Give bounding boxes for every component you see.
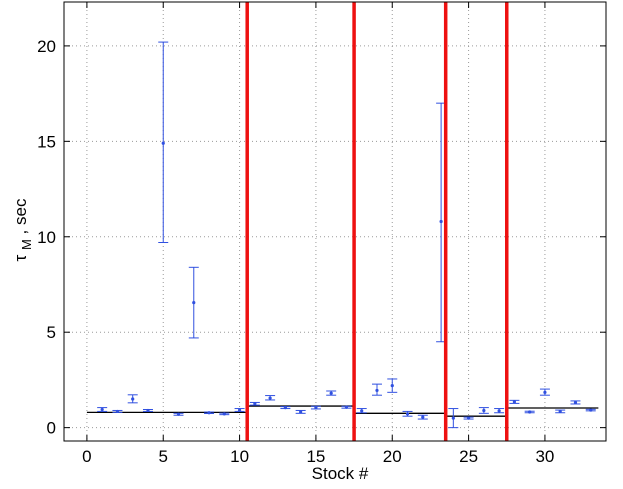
data-point (573, 400, 578, 405)
data-point (161, 141, 165, 145)
data-point (421, 415, 425, 419)
data-point-errorbar (158, 41, 169, 243)
data-point (466, 416, 471, 420)
data-point-errorbar (341, 405, 352, 409)
data-point (100, 407, 104, 412)
data-point (237, 408, 242, 412)
data-point (253, 402, 257, 406)
data-point (543, 390, 547, 394)
data-point (146, 408, 150, 413)
y-tick-label: 0 (47, 419, 56, 438)
data-point (299, 410, 303, 414)
data-point-errorbar (280, 405, 291, 410)
data-point-errorbar (249, 401, 260, 406)
data-point-errorbar (173, 412, 184, 416)
grid-layer (64, 2, 606, 441)
data-point-errorbar (234, 408, 245, 412)
y-axis-title-symbol: τ (11, 254, 30, 261)
y-axis-title-subscript: M (19, 239, 34, 250)
data-point (451, 416, 455, 420)
data-point-errorbar (585, 408, 596, 412)
data-point-errorbar (555, 409, 566, 414)
data-point (344, 405, 349, 409)
x-tick-label: 0 (82, 447, 91, 466)
data-point-errorbar (310, 405, 321, 410)
x-tick-label: 5 (159, 447, 168, 466)
data-point-errorbar (188, 266, 199, 339)
data-point-errorbar (265, 395, 276, 401)
data-point (390, 384, 394, 388)
data-point (131, 397, 135, 401)
data-point (314, 405, 318, 410)
data-point-errorbar (387, 378, 398, 393)
data-point-errorbar (371, 383, 382, 396)
data-point (375, 388, 379, 393)
data-point-errorbar (295, 409, 306, 414)
data-point-errorbar (509, 399, 520, 404)
data-point (528, 410, 532, 414)
data-point (268, 396, 272, 400)
data-point-errorbar (219, 412, 230, 416)
data-point (482, 408, 486, 413)
data-point (115, 409, 120, 414)
y-axis-title-unit: , sec (11, 198, 30, 234)
y-tick-label: 10 (37, 228, 56, 247)
x-tick-label: 25 (459, 447, 478, 466)
data-point (207, 411, 211, 415)
data-point (558, 409, 562, 414)
y-tick-label: 15 (37, 132, 56, 151)
y-ticks-layer: 0 5 10 15 20 (37, 37, 606, 438)
data-point (360, 409, 364, 413)
plot-frame (63, 1, 607, 442)
data-point-errorbar (494, 408, 505, 414)
data-point-errorbar (402, 410, 413, 417)
data-point (439, 219, 443, 224)
data-point-errorbar (127, 394, 138, 404)
x-tick-label: 20 (383, 447, 402, 466)
x-axis-title: Stock # (312, 464, 369, 483)
data-point (222, 412, 226, 416)
data-point-errorbar (463, 416, 474, 420)
data-point-errorbar (112, 409, 123, 414)
x-ticks-layer: 0 5 10 15 20 25 30 (82, 2, 554, 466)
data-point-errorbar (524, 410, 535, 414)
y-tick-label: 5 (47, 323, 56, 342)
data-point (589, 408, 593, 412)
y-tick-label: 20 (37, 37, 56, 56)
errorbar-layer (97, 41, 596, 429)
data-point (497, 409, 501, 413)
data-point (283, 405, 287, 410)
data-point-errorbar (417, 414, 428, 420)
data-point-errorbar (356, 408, 367, 414)
data-point (512, 400, 516, 404)
data-point-errorbar (142, 408, 153, 413)
data-point (405, 412, 410, 416)
y-axis-title: τ M , sec (11, 198, 35, 261)
data-point-errorbar (97, 407, 108, 412)
data-point-errorbar (478, 407, 489, 414)
data-point-errorbar (539, 388, 550, 396)
data-point-errorbar (326, 390, 337, 396)
x-tick-label: 10 (230, 447, 249, 466)
data-point (176, 412, 181, 416)
data-point-errorbar (570, 400, 581, 405)
x-tick-label: 15 (306, 447, 325, 466)
data-point (329, 391, 333, 395)
separator-layer (245, 2, 509, 441)
data-point (192, 301, 196, 305)
data-point-errorbar (448, 408, 459, 429)
x-tick-label: 30 (535, 447, 554, 466)
data-point-errorbar (204, 411, 215, 415)
